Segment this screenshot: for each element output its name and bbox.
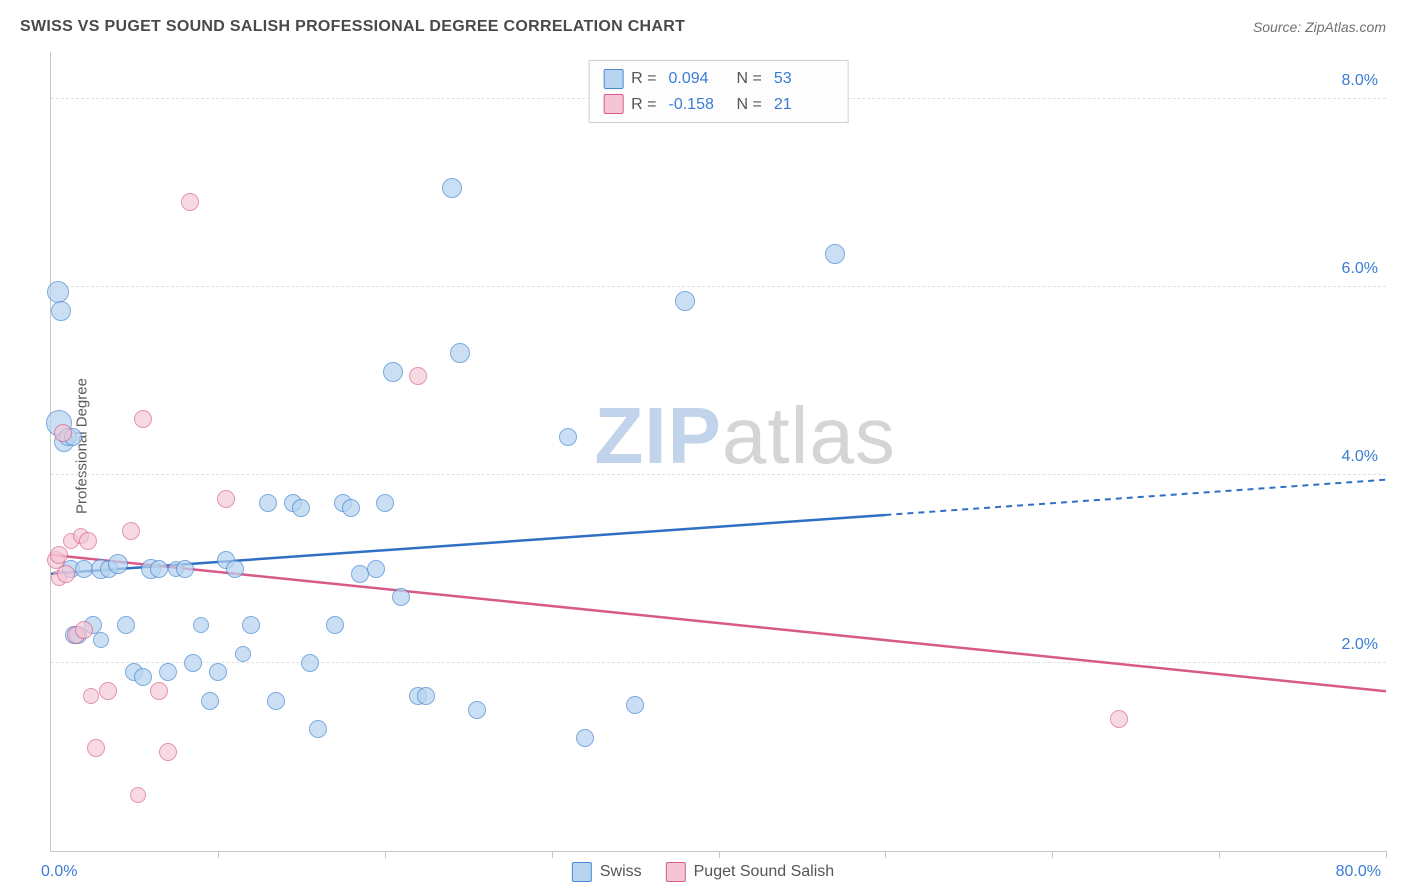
swiss-point <box>351 565 369 583</box>
x-tick <box>385 851 386 858</box>
legend-r-value: 0.094 <box>669 66 729 92</box>
salish-point <box>54 424 72 442</box>
swiss-point <box>326 616 344 634</box>
salish-point <box>159 743 177 761</box>
y-tick-label: 8.0% <box>1342 72 1378 90</box>
plot-canvas: 2.0% 4.0% 6.0% 8.0% <box>51 52 1386 851</box>
x-tick <box>1052 851 1053 858</box>
legend-n-label: N = <box>737 92 762 118</box>
salish-point <box>217 490 235 508</box>
salish-point <box>87 739 105 757</box>
legend-n-label: N = <box>737 66 762 92</box>
legend-swatch <box>666 862 686 882</box>
legend-r-label: R = <box>631 66 656 92</box>
swiss-point <box>117 616 135 634</box>
x-tick <box>218 851 219 858</box>
x-axis-min-label: 0.0% <box>41 863 77 881</box>
swiss-point <box>468 701 486 719</box>
swiss-point <box>209 663 227 681</box>
swiss-point <box>392 588 410 606</box>
chart-header: SWISS VS PUGET SOUND SALISH PROFESSIONAL… <box>20 18 1386 36</box>
swiss-point <box>383 362 403 382</box>
swiss-point <box>267 692 285 710</box>
legend-series-label: Puget Sound Salish <box>694 863 835 881</box>
swiss-point <box>442 178 462 198</box>
plot-area: 2.0%4.0%6.0%8.0% ZIPatlas R =0.094N =53R… <box>50 52 1386 852</box>
x-tick <box>719 851 720 858</box>
swiss-point <box>51 301 71 321</box>
salish-point <box>409 367 427 385</box>
series-legend: Swiss Puget Sound Salish <box>572 862 834 882</box>
swiss-point <box>159 663 177 681</box>
swiss-point <box>417 687 435 705</box>
legend-r-label: R = <box>631 92 656 118</box>
y-tick-label: 2.0% <box>1342 636 1378 654</box>
salish-point <box>130 787 146 803</box>
swiss-point <box>559 428 577 446</box>
swiss-point <box>134 668 152 686</box>
swiss-point <box>376 494 394 512</box>
chart-source: Source: ZipAtlas.com <box>1253 19 1386 35</box>
swiss-point <box>226 560 244 578</box>
legend-n-value: 53 <box>774 66 834 92</box>
legend-swatch <box>572 862 592 882</box>
swiss-point <box>259 494 277 512</box>
swiss-point <box>150 560 168 578</box>
salish-point <box>57 565 75 583</box>
swiss-point <box>176 560 194 578</box>
salish-point <box>134 410 152 428</box>
swiss-point <box>292 499 310 517</box>
correlation-legend: R = 0.094 N = 53 R = -0.158 N = 21 <box>588 60 849 123</box>
salish-point <box>99 682 117 700</box>
x-axis-max-label: 80.0% <box>1336 863 1381 881</box>
x-tick <box>1386 851 1387 858</box>
legend-row-swiss: R = 0.094 N = 53 <box>603 66 834 92</box>
legend-swatch <box>603 94 623 114</box>
salish-point <box>83 688 99 704</box>
salish-point <box>75 621 93 639</box>
salish-point <box>1110 710 1128 728</box>
swiss-point <box>235 646 251 662</box>
gridline <box>51 286 1386 287</box>
swiss-point <box>93 632 109 648</box>
x-tick <box>1219 851 1220 858</box>
x-tick <box>552 851 553 858</box>
salish-point <box>150 682 168 700</box>
gridline <box>51 474 1386 475</box>
swiss-point <box>450 343 470 363</box>
swiss-point <box>342 499 360 517</box>
chart-title: SWISS VS PUGET SOUND SALISH PROFESSIONAL… <box>20 18 685 36</box>
swiss-point <box>242 616 260 634</box>
legend-n-value: 21 <box>774 92 834 118</box>
gridline <box>51 662 1386 663</box>
swiss-point <box>367 560 385 578</box>
salish-point <box>122 522 140 540</box>
swiss-point <box>47 281 69 303</box>
salish-point <box>181 193 199 211</box>
swiss-point <box>626 696 644 714</box>
swiss-point <box>675 291 695 311</box>
swiss-point <box>201 692 219 710</box>
swiss-point <box>184 654 202 672</box>
legend-series-label: Swiss <box>600 863 642 881</box>
swiss-point <box>825 244 845 264</box>
legend-swatch <box>603 69 623 89</box>
swiss-point <box>309 720 327 738</box>
swiss-point <box>108 554 128 574</box>
swiss-point <box>301 654 319 672</box>
trend-lines <box>51 52 1386 851</box>
y-tick-label: 6.0% <box>1342 260 1378 278</box>
salish-point <box>79 532 97 550</box>
legend-item-salish: Puget Sound Salish <box>666 862 835 882</box>
x-tick <box>885 851 886 858</box>
legend-item-swiss: Swiss <box>572 862 642 882</box>
y-tick-label: 4.0% <box>1342 448 1378 466</box>
salish-point <box>50 546 68 564</box>
swiss-point <box>193 617 209 633</box>
legend-r-value: -0.158 <box>669 92 729 118</box>
swiss-point <box>576 729 594 747</box>
legend-row-salish: R = -0.158 N = 21 <box>603 92 834 118</box>
